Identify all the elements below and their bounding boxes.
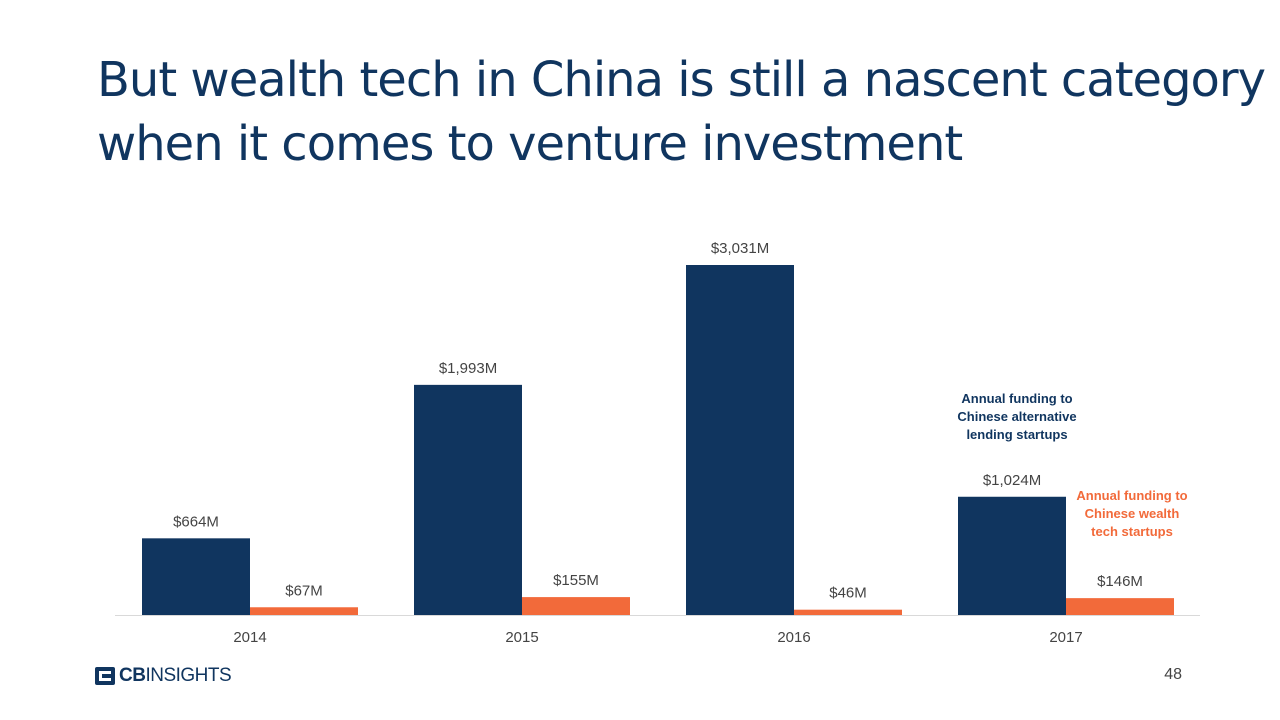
page-number: 48	[1164, 666, 1182, 683]
cb-insights-logo: CBINSIGHTS	[95, 664, 232, 688]
bar-lending-2014	[142, 538, 250, 615]
slide-title-line-2: when it comes to venture investment	[97, 116, 963, 172]
slide-title: But wealth tech in China is still a nasc…	[97, 48, 1266, 176]
bar-lending-2016	[686, 265, 794, 615]
legend-label-wealth-tech: Annual funding to Chinese wealth tech st…	[1058, 487, 1206, 541]
x-tick-label-2016: 2016	[777, 629, 810, 646]
cb-insights-logo-icon	[95, 667, 115, 685]
legend-label-lending-line-3: lending startups	[966, 427, 1068, 442]
legend-label-lending: Annual funding to Chinese alternative le…	[936, 390, 1098, 444]
legend-label-wealth-tech-line-2: Chinese wealth	[1084, 506, 1180, 521]
x-tick-label-2017: 2017	[1049, 629, 1082, 646]
data-label-lending-2017: $1,024M	[983, 472, 1041, 489]
bar-wealth-tech-2017	[1066, 598, 1174, 615]
legend-label-lending-line-2: Chinese alternative	[957, 409, 1077, 424]
cb-insights-wordmark: CBINSIGHTS	[119, 665, 232, 687]
brand-name-regular: INSIGHTS	[145, 665, 232, 686]
x-tick-label-2014: 2014	[233, 629, 266, 646]
data-label-wealth-tech-2017: $146M	[1097, 573, 1143, 590]
bar-wealth-tech-2014	[250, 607, 358, 615]
data-label-lending-2015: $1,993M	[439, 360, 497, 377]
legend-label-wealth-tech-line-3: tech startups	[1091, 524, 1173, 539]
x-tick-label-2015: 2015	[505, 629, 538, 646]
bar-wealth-tech-2015	[522, 597, 630, 615]
slide-title-line-1: But wealth tech in China is still a nasc…	[97, 52, 1266, 108]
data-label-wealth-tech-2014: $67M	[285, 582, 323, 599]
legend-label-wealth-tech-line-1: Annual funding to	[1076, 488, 1188, 503]
data-label-wealth-tech-2016: $46M	[829, 585, 867, 602]
bar-lending-2017	[958, 496, 1066, 615]
bar-lending-2015	[414, 384, 522, 615]
data-label-lending-2014: $664M	[173, 513, 219, 530]
brand-name-bold: CB	[119, 665, 146, 686]
legend-label-lending-line-1: Annual funding to	[961, 391, 1073, 406]
data-label-wealth-tech-2015: $155M	[553, 572, 599, 589]
bar-wealth-tech-2016	[794, 609, 902, 615]
data-label-lending-2016: $3,031M	[711, 240, 769, 257]
